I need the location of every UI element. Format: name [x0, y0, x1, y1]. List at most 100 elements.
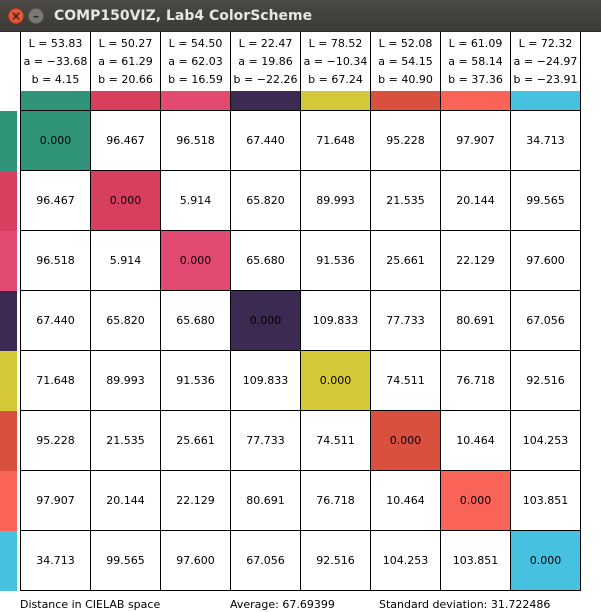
header-column-divider — [300, 32, 301, 142]
distance-cell: 96.518 — [160, 110, 231, 171]
distance-cell: 21.535 — [370, 170, 441, 231]
distance-cell: 65.680 — [160, 290, 231, 351]
distance-cell: 21.535 — [90, 410, 161, 471]
lab-L-value: L = 52.08 — [378, 36, 433, 50]
distance-cell: 65.820 — [230, 170, 301, 231]
distance-cell: 109.833 — [230, 350, 301, 411]
header-column-divider — [230, 32, 231, 142]
column-color-swatch — [301, 91, 370, 110]
distance-cell: 65.820 — [90, 290, 161, 351]
color-scheme-panel: L = 53.83 a = −33.68 b = 4.15 L = 50.27 a = … — [0, 32, 601, 612]
row-color-swatch — [0, 231, 17, 291]
lab-a-value: a = 62.03 — [168, 54, 223, 68]
distance-cell: 104.253 — [370, 530, 441, 591]
distance-cell: 10.464 — [440, 410, 511, 471]
distance-cell: 97.907 — [440, 110, 511, 171]
lab-a-value: a = 58.14 — [448, 54, 503, 68]
column-color-swatch — [371, 91, 440, 110]
distance-cell: 97.907 — [20, 470, 91, 531]
distance-cell: 103.851 — [440, 530, 511, 591]
distance-cell: 22.129 — [160, 470, 231, 531]
lab-header-6: L = 52.08 a = 54.15 b = 40.90 — [371, 32, 440, 90]
distance-cell: 91.536 — [300, 230, 371, 291]
distance-cell-diagonal: 0.000 — [440, 470, 511, 531]
header-column-divider — [20, 32, 21, 142]
lab-L-value: L = 61.09 — [448, 36, 503, 50]
header-column-divider — [440, 32, 441, 142]
row-color-swatch — [0, 171, 17, 231]
row-color-swatch — [0, 531, 17, 591]
distance-cell: 67.056 — [510, 290, 581, 351]
distance-cell: 65.680 — [230, 230, 301, 291]
lab-b-value: b = 37.36 — [448, 72, 503, 86]
distance-cell: 99.565 — [90, 530, 161, 591]
lab-L-value: L = 54.50 — [168, 36, 223, 50]
distance-cell: 71.648 — [20, 350, 91, 411]
lab-header-5: L = 78.52 a = −10.34 b = 67.24 — [301, 32, 370, 90]
lab-a-value: a = 19.86 — [238, 54, 293, 68]
distance-cell: 74.511 — [300, 410, 371, 471]
distance-cell: 76.718 — [300, 470, 371, 531]
distance-cell: 10.464 — [370, 470, 441, 531]
stddev-value: Standard deviation: 31.722486 — [379, 598, 551, 611]
lab-b-value: b = 4.15 — [31, 72, 80, 86]
row-color-swatch — [0, 351, 17, 411]
lab-b-value: b = 20.66 — [98, 72, 153, 86]
close-button[interactable]: × — [8, 8, 24, 24]
row-color-swatch — [0, 291, 17, 351]
lab-b-value: b = −22.26 — [233, 72, 298, 86]
column-color-swatch — [91, 91, 160, 110]
lab-a-value: a = −10.34 — [303, 54, 368, 68]
lab-header-2: L = 50.27 a = 61.29 b = 20.66 — [91, 32, 160, 90]
lab-header-1: L = 53.83 a = −33.68 b = 4.15 — [21, 32, 90, 90]
distance-cell: 80.691 — [230, 470, 301, 531]
minimize-button[interactable]: – — [28, 8, 44, 24]
lab-header-8: L = 72.32 a = −24.97 b = −23.91 — [511, 32, 580, 90]
distance-cell: 104.253 — [510, 410, 581, 471]
distance-cell: 77.733 — [230, 410, 301, 471]
header-column-divider — [370, 32, 371, 142]
lab-header-7: L = 61.09 a = 58.14 b = 37.36 — [441, 32, 510, 90]
distance-cell: 99.565 — [510, 170, 581, 231]
distance-cell-diagonal: 0.000 — [230, 290, 301, 351]
distance-cell: 96.467 — [90, 110, 161, 171]
distance-cell: 92.516 — [510, 350, 581, 411]
column-color-swatch — [231, 91, 300, 110]
distance-cell-diagonal: 0.000 — [90, 170, 161, 231]
distance-cell-diagonal: 0.000 — [160, 230, 231, 291]
distance-cell: 67.440 — [230, 110, 301, 171]
distance-cell: 103.851 — [510, 470, 581, 531]
distance-cell: 20.144 — [440, 170, 511, 231]
distance-cell: 20.144 — [90, 470, 161, 531]
lab-b-value: b = 16.59 — [168, 72, 223, 86]
lab-L-value: L = 78.52 — [308, 36, 363, 50]
lab-a-value: a = −33.68 — [23, 54, 88, 68]
distance-cell: 71.648 — [300, 110, 371, 171]
row-color-swatch — [0, 111, 17, 171]
distance-cell: 22.129 — [440, 230, 511, 291]
distance-cell: 67.056 — [230, 530, 301, 591]
lab-a-value: a = 54.15 — [378, 54, 433, 68]
lab-b-value: b = 67.24 — [308, 72, 363, 86]
distance-cell: 89.993 — [90, 350, 161, 411]
distance-cell: 96.467 — [20, 170, 91, 231]
distance-cell-diagonal: 0.000 — [20, 110, 91, 171]
lab-b-value: b = 40.90 — [378, 72, 433, 86]
column-color-swatch — [441, 91, 510, 110]
distance-cell: 76.718 — [440, 350, 511, 411]
distance-cell: 67.440 — [20, 290, 91, 351]
distance-cell: 89.993 — [300, 170, 371, 231]
distance-cell: 92.516 — [300, 530, 371, 591]
column-color-swatch — [511, 91, 580, 110]
lab-b-value: b = −23.91 — [513, 72, 578, 86]
header-column-divider — [160, 32, 161, 142]
distance-cell: 95.228 — [370, 110, 441, 171]
lab-L-value: L = 50.27 — [98, 36, 153, 50]
distance-cell: 80.691 — [440, 290, 511, 351]
window-title: COMP150VIZ, Lab4 ColorScheme — [54, 8, 313, 24]
distance-cell-diagonal: 0.000 — [510, 530, 581, 591]
header-column-divider — [580, 32, 581, 142]
distance-label: Distance in CIELAB space — [20, 598, 161, 611]
distance-cell: 77.733 — [370, 290, 441, 351]
lab-a-value: a = 61.29 — [98, 54, 153, 68]
